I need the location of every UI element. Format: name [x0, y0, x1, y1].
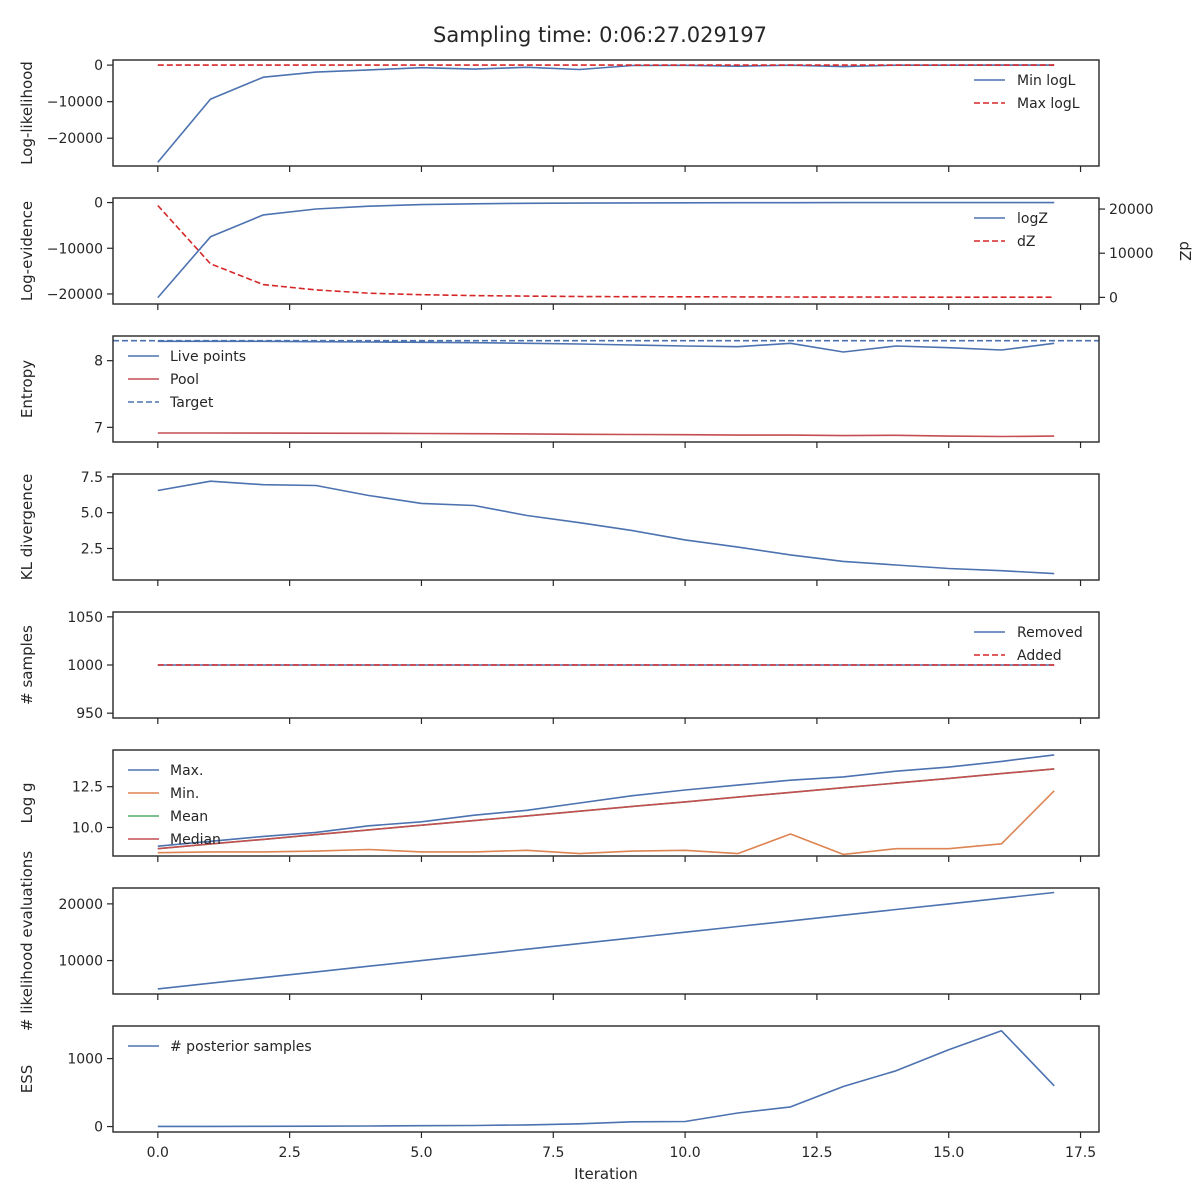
legend: Removed Added [974, 625, 1083, 664]
legend: logZ dZ [974, 211, 1048, 250]
y-axis-label: Log-likelihood [18, 61, 36, 165]
y-axis-label: # samples [18, 625, 36, 705]
legend-label: Added [1017, 648, 1062, 664]
legend-label: Removed [1017, 625, 1083, 641]
y2-tick-label: 20000 [1109, 202, 1154, 218]
x-tick-label: 2.5 [279, 1145, 301, 1161]
panel-7: 20000 10000 # likelihood evaluations [18, 851, 1100, 1031]
axes-frame [112, 59, 1100, 167]
legend: Max. Min. Mean Median [128, 763, 221, 848]
y-tick-label: −10000 [47, 241, 103, 257]
y-tick-label: 950 [76, 706, 103, 722]
axes-frame [112, 335, 1100, 443]
y-tick-label: 8 [94, 354, 103, 370]
legend-label: Target [169, 395, 214, 411]
series-line-median [157, 768, 1055, 850]
legend: Live points Pool Target [128, 349, 246, 411]
legend-label: Max logL [1017, 96, 1080, 112]
panel-1: 0 −10000 −20000 Log-likelihood Min logL Max l… [18, 58, 1100, 172]
x-tick-label: 15.0 [933, 1145, 964, 1161]
series-line-live-points [157, 340, 1055, 353]
y2-tick-label: 10000 [1109, 246, 1154, 262]
y-tick-label: 1000 [67, 658, 103, 674]
legend-label: # posterior samples [170, 1039, 312, 1055]
series-line-max [157, 754, 1055, 847]
series-line-pool [157, 432, 1055, 438]
legend-label: Live points [170, 349, 246, 365]
x-axis-label: Iteration [574, 1165, 638, 1183]
legend-label: Min logL [1017, 73, 1076, 89]
x-tick-label: 7.5 [542, 1145, 564, 1161]
y-tick-label: 7.5 [81, 470, 103, 486]
series-line-data [157, 480, 1055, 575]
y-axis-label: Log-evidence [18, 201, 36, 301]
series-line-dz [157, 204, 1055, 299]
y-tick-label: 1000 [67, 1052, 103, 1068]
y-tick-label: 1050 [67, 610, 103, 626]
panel-5: 1050 1000 950 # samples Removed Added [18, 610, 1100, 724]
y-tick-label: −10000 [47, 95, 103, 111]
series-line-posterior-samples [157, 1030, 1055, 1128]
y-tick-label: 5.0 [81, 506, 103, 522]
x-tick-label: 0.0 [147, 1145, 169, 1161]
panel-6: 12.5 10.0 Log g Max. Min. Mean Median [18, 749, 1100, 862]
legend-label: logZ [1017, 211, 1048, 227]
legend-label: Min. [170, 786, 199, 802]
y-tick-label: 7 [94, 420, 103, 436]
panel-2: 0 −10000 −20000 20000 10000 0 dZ Log-evidence lo… [18, 196, 1194, 310]
legend-label: Pool [170, 372, 199, 388]
x-tick-label: 17.5 [1065, 1145, 1096, 1161]
legend: # posterior samples [128, 1039, 312, 1055]
x-tick-label: 10.0 [670, 1145, 701, 1161]
x-tick-label: 12.5 [801, 1145, 832, 1161]
legend-label: Median [170, 832, 221, 848]
y-tick-label: −20000 [47, 131, 103, 147]
y-tick-label: 2.5 [81, 541, 103, 557]
legend-label: Max. [170, 763, 203, 779]
y-tick-label: 10.0 [72, 820, 103, 836]
figure-title: Sampling time: 0:06:27.029197 [433, 23, 767, 47]
series-line-min [157, 790, 1055, 856]
legend-label: Mean [170, 809, 208, 825]
y-tick-label: −20000 [47, 287, 103, 303]
y-tick-label: 10000 [58, 954, 103, 970]
y-tick-label: 0 [94, 1120, 103, 1136]
axes-frame [112, 887, 1100, 995]
legend: Min logL Max logL [974, 73, 1080, 112]
y-axis-label: Entropy [18, 360, 36, 418]
panels: 0 −10000 −20000 Log-likelihood Min logL Max l… [18, 58, 1194, 1183]
y2-tick-label: 0 [1109, 290, 1118, 306]
series-line-data [157, 891, 1055, 990]
y-tick-label: 0 [94, 196, 103, 212]
panel-4: 7.5 5.0 2.5 KL divergence [18, 470, 1100, 586]
y-axis-label: Log g [18, 782, 36, 823]
panel-8: 1000 0 0.0 2.5 5.0 7.5 10.0 12.5 15.0 17.5 Iterati… [18, 1025, 1100, 1183]
series-line-min-logl [157, 64, 1055, 163]
panel-3: 8 7 Entropy Live points Pool Target [18, 335, 1100, 448]
y2-axis-label: dZ [1176, 241, 1194, 261]
legend-label: dZ [1017, 234, 1035, 250]
axes-frame [112, 197, 1100, 305]
axes-frame [112, 473, 1100, 581]
y-axis-label: KL divergence [18, 474, 36, 580]
y-axis-label: # likelihood evaluations [18, 851, 36, 1031]
series-line-logz [157, 201, 1055, 299]
y-tick-label: 20000 [58, 897, 103, 913]
axes-frame [112, 1025, 1100, 1133]
y-axis-label: ESS [18, 1065, 36, 1094]
x-tick-label: 5.0 [410, 1145, 432, 1161]
axes-frame [112, 749, 1100, 857]
y-tick-label: 0 [94, 58, 103, 74]
y-tick-label: 12.5 [72, 780, 103, 796]
